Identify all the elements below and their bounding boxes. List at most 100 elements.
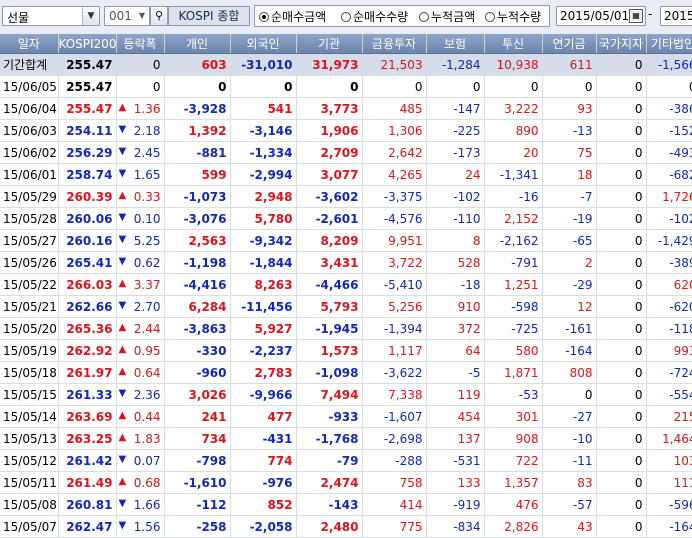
kospi200-cell: 261.42 xyxy=(58,449,117,472)
market-select[interactable]: 선물 ▼ xyxy=(2,6,100,26)
date-cell: 15/06/05 xyxy=(0,75,59,98)
column-header[interactable]: 등락폭 xyxy=(116,34,165,54)
kospi200-cell: 256.29 xyxy=(58,141,117,164)
gov-cell: 0 xyxy=(596,119,647,142)
table-row[interactable]: 15/05/20 265.36 ▲ 2.44 -3,863 5,927 -1,945 -1,3… xyxy=(0,317,692,340)
date-cell: 15/05/07 xyxy=(0,515,59,538)
table-row[interactable]: 15/05/14 263.69 ▲ 0.44 241 477 -933 -1,607 454 30… xyxy=(0,405,692,428)
table-row[interactable]: 15/05/13 263.25 ▲ 1.83 734 -431 -1,768 -2,698 13… xyxy=(0,427,692,450)
table-row[interactable]: 15/05/21 262.66 ▼ 2.70 6,284 -11,456 5,793 5,25… xyxy=(0,295,692,318)
etc-cell: 103 xyxy=(646,449,692,472)
table-row[interactable]: 15/05/22 266.03 ▲ 3.37 -4,416 8,263 -4,466 -5,4… xyxy=(0,273,692,296)
change-cell: ▼ 0.10 xyxy=(116,207,165,230)
radio-cumulative-quantity[interactable]: 누적수량 xyxy=(485,9,541,25)
pen-cell: 2 xyxy=(542,251,597,274)
table-row[interactable]: 15/05/12 261.42 ▼ 0.07 -798 774 -79 -288 -531 722… xyxy=(0,449,692,472)
table-row[interactable]: 15/05/19 262.92 ▲ 0.95 -330 -2,237 1,573 1,117 6… xyxy=(0,339,692,362)
pen-cell: -19 xyxy=(542,207,597,230)
trust-cell: -16 xyxy=(484,185,543,208)
triangle-up-icon: ▲ xyxy=(118,409,127,421)
table-row[interactable]: 15/05/26 265.41 ▼ 0.62 -1,198 -1,844 3,431 3,72… xyxy=(0,251,692,274)
kospi200-cell: 255.47 xyxy=(58,53,117,76)
column-header[interactable]: 보험 xyxy=(426,34,485,54)
triangle-up-icon: ▲ xyxy=(118,277,127,289)
table-row[interactable]: 15/06/03 254.11 ▼ 2.18 1,392 -3,146 1,906 1,306… xyxy=(0,119,692,142)
column-header[interactable]: 기관 xyxy=(296,34,363,54)
end-date-input[interactable]: 2015 xyxy=(660,6,692,26)
summary-row[interactable]: 기간합계 255.47 0 603 -31,010 31,973 21,503 -1,284 1… xyxy=(0,53,692,76)
ind-cell: -960 xyxy=(164,361,231,384)
table-row[interactable]: 15/05/08 260.81 ▼ 1.66 -112 852 -143 414 -919 476… xyxy=(0,493,692,516)
ind-cell: 734 xyxy=(164,427,231,450)
inst-cell: -4,466 xyxy=(296,273,363,296)
triangle-down-icon: ▼ xyxy=(118,123,127,135)
change-value: 0.64 xyxy=(133,365,161,380)
kospi200-cell: 260.06 xyxy=(58,207,117,230)
gov-cell: 0 xyxy=(596,163,647,186)
table-row[interactable]: 15/06/01 258.74 ▼ 1.65 599 -2,994 3,077 4,265 24… xyxy=(0,163,692,186)
column-header[interactable]: 연기금 xyxy=(542,34,597,54)
change-value: 2.18 xyxy=(133,123,161,138)
ins-cell: -531 xyxy=(426,449,485,472)
radio-net-buy-quantity[interactable]: 순매수수량 xyxy=(341,9,408,25)
table-row[interactable]: 15/05/27 260.16 ▼ 5.25 2,563 -9,342 8,209 9,951… xyxy=(0,229,692,252)
etc-cell: -620 xyxy=(646,295,692,318)
table-row[interactable]: 15/05/28 260.06 ▼ 0.10 -3,076 5,780 -2,601 -4,5… xyxy=(0,207,692,230)
etc-cell: -102 xyxy=(646,207,692,230)
frn-cell: -3,146 xyxy=(230,119,297,142)
inst-cell: 31,973 xyxy=(296,53,363,76)
column-header[interactable]: 개인 xyxy=(164,34,231,54)
fin-cell: -5,410 xyxy=(362,273,427,296)
table-row[interactable]: 15/06/04 255.47 ▲ 1.36 -3,928 541 3,773 485 -147… xyxy=(0,97,692,120)
column-header[interactable]: 투신 xyxy=(484,34,543,54)
ins-cell: 119 xyxy=(426,383,485,406)
date-cell: 15/05/18 xyxy=(0,361,59,384)
table-row[interactable]: 15/06/02 256.29 ▼ 2.45 -881 -1,334 2,709 2,642-… xyxy=(0,141,692,164)
radio-net-buy-amount[interactable]: 순매수금액 xyxy=(259,9,326,25)
change-cell: ▼ 5.25 xyxy=(116,229,165,252)
fin-cell: -4,576 xyxy=(362,207,427,230)
ins-cell: -1,284 xyxy=(426,53,485,76)
search-button[interactable]: ⚲ xyxy=(150,6,168,26)
etc-cell: 1,726 xyxy=(646,185,692,208)
date-cell: 15/05/13 xyxy=(0,427,59,450)
gov-cell: 0 xyxy=(596,339,647,362)
etc-cell: -596 xyxy=(646,493,692,516)
pen-cell: 75 xyxy=(542,141,597,164)
table-row[interactable]: 15/05/11 261.49 ▲ 0.68 -1,610 -976 2,474 758 133… xyxy=(0,471,692,494)
column-header[interactable]: 외국인 xyxy=(230,34,297,54)
table-row[interactable]: 15/05/18 261.97 ▲ 0.64 -960 2,783 -1,098 -3,622… xyxy=(0,361,692,384)
frn-cell: -9,342 xyxy=(230,229,297,252)
table-row[interactable]: 15/05/29 260.39 ▲ 0.33 -1,073 2,948 -3,602 -3,3… xyxy=(0,185,692,208)
date-cell: 15/05/28 xyxy=(0,207,59,230)
calendar-icon[interactable]: ▦ xyxy=(629,9,643,23)
change-cell: ▼ 1.56 xyxy=(116,515,165,538)
table-row[interactable]: 15/05/15 261.33 ▼ 2.36 3,026 -9,966 7,494 7,338… xyxy=(0,383,692,406)
frn-cell: -976 xyxy=(230,471,297,494)
table-row[interactable]: 15/05/07 262.47 ▼ 1.56 -258 -2,058 2,480 775 -83… xyxy=(0,515,692,538)
trust-cell: 0 xyxy=(484,75,543,98)
ins-cell: -225 xyxy=(426,119,485,142)
gov-cell: 0 xyxy=(596,405,647,428)
trust-cell: 580 xyxy=(484,339,543,362)
chevron-down-icon[interactable]: ▼ xyxy=(138,11,146,20)
change-cell: ▲ 3.37 xyxy=(116,273,165,296)
column-header[interactable]: KOSPI200 xyxy=(58,34,117,54)
column-header[interactable]: 금융투자 xyxy=(362,34,427,54)
start-date-input[interactable]: 2015/05/01 ▦ xyxy=(556,6,646,26)
date-cell: 15/05/21 xyxy=(0,295,59,318)
chevron-down-icon[interactable]: ▼ xyxy=(82,7,99,25)
inst-cell: -1,768 xyxy=(296,427,363,450)
ind-cell: 241 xyxy=(164,405,231,428)
triangle-up-icon: ▲ xyxy=(118,431,127,443)
column-header[interactable]: 국가지자 xyxy=(596,34,647,54)
frn-cell: 8,263 xyxy=(230,273,297,296)
column-header[interactable]: 일자 xyxy=(0,34,59,54)
column-header[interactable]: 기타법인 xyxy=(646,34,692,54)
code-input[interactable]: 001 ▼ xyxy=(104,6,150,26)
change-value: 0.68 xyxy=(133,475,161,490)
fin-cell: -1,607 xyxy=(362,405,427,428)
fin-cell: 21,503 xyxy=(362,53,427,76)
radio-cumulative-amount[interactable]: 누적금액 xyxy=(419,9,475,25)
